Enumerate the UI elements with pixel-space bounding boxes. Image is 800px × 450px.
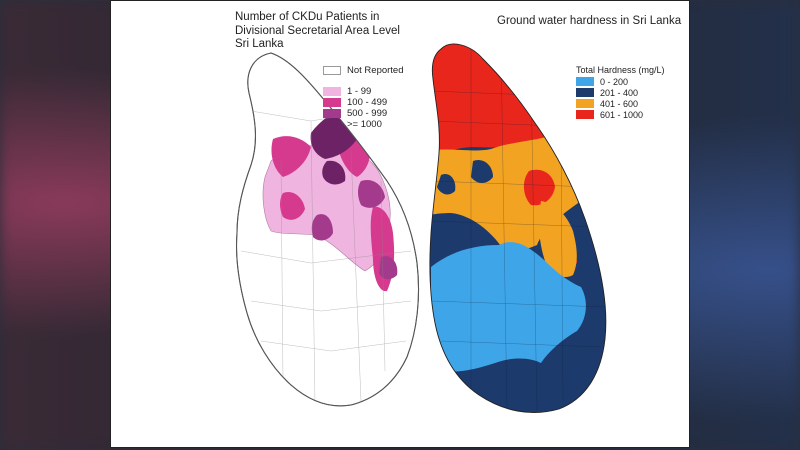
ckdu-title-line-1: Number of CKDu Patients in bbox=[235, 11, 380, 23]
ckdu-map bbox=[235, 52, 420, 407]
legend-swatch bbox=[576, 88, 594, 97]
legend-swatch bbox=[576, 99, 594, 108]
legend-item-not-reported: Not Reported bbox=[323, 65, 404, 76]
ckdu-region-500-999-b bbox=[358, 179, 385, 208]
legend-swatch bbox=[323, 87, 341, 96]
legend-label: 100 - 499 bbox=[347, 97, 388, 108]
legend-label: 500 - 999 bbox=[347, 108, 388, 119]
legend-swatch bbox=[323, 109, 341, 118]
legend-item-1000-plus: >= 1000 bbox=[323, 119, 404, 130]
hardness-region-201-400-pocket-b bbox=[437, 173, 456, 195]
legend-item-0-200: 0 - 200 bbox=[576, 76, 665, 87]
ckdu-map-title: Number of CKDu Patients in Divisional Se… bbox=[235, 11, 415, 52]
hardness-region-601-1000-central bbox=[523, 169, 555, 206]
hardness-region-0-200 bbox=[431, 242, 586, 372]
legend-item-1-99: 1 - 99 bbox=[323, 86, 404, 97]
legend-item-601-1000: 601 - 1000 bbox=[576, 109, 665, 120]
ckdu-region-100-499-a bbox=[271, 136, 311, 177]
ckdu-region-100-499-d bbox=[280, 191, 305, 220]
legend-item-201-400: 201 - 400 bbox=[576, 87, 665, 98]
ckdu-title-line-3: Sri Lanka bbox=[235, 38, 284, 50]
hardness-region-401-600-column bbox=[538, 201, 577, 278]
legend-swatch bbox=[576, 110, 594, 119]
ckdu-region-500-999-a bbox=[311, 214, 333, 241]
legend-item-500-999: 500 - 999 bbox=[323, 108, 404, 119]
figure-panel: Number of CKDu Patients in Divisional Se… bbox=[110, 0, 690, 448]
legend-swatch bbox=[323, 66, 341, 75]
legend-label: 0 - 200 bbox=[600, 76, 629, 87]
ckdu-region-1000-plus-b bbox=[322, 160, 346, 185]
hardness-region-201-400-pocket bbox=[471, 159, 493, 183]
hardness-region-601-1000-north bbox=[429, 44, 581, 151]
legend-label: 601 - 1000 bbox=[600, 109, 644, 120]
legend-label: 401 - 600 bbox=[600, 98, 639, 109]
hardness-legend-title: Total Hardness (mg/L) bbox=[576, 65, 665, 75]
hardness-legend: Total Hardness (mg/L) 0 - 200 201 - 400 … bbox=[576, 65, 665, 120]
legend-label: Not Reported bbox=[347, 65, 404, 76]
legend-label: 1 - 99 bbox=[347, 86, 372, 97]
ckdu-region-500-999-c bbox=[379, 256, 398, 280]
legend-label: 201 - 400 bbox=[600, 87, 639, 98]
maps-drawing bbox=[235, 43, 607, 414]
ckdu-legend: Not Reported 1 - 99 100 - 499 500 - 999 … bbox=[323, 65, 404, 130]
legend-swatch bbox=[323, 120, 341, 129]
legend-swatch bbox=[323, 98, 341, 107]
ckdu-title-line-2: Divisional Secretarial Area Level bbox=[235, 24, 400, 37]
legend-swatch bbox=[576, 77, 594, 86]
hardness-map-title: Ground water hardness in Sri Lanka bbox=[497, 15, 682, 27]
legend-label: >= 1000 bbox=[347, 119, 382, 130]
legend-item-401-600: 401 - 600 bbox=[576, 98, 665, 109]
legend-item-100-499: 100 - 499 bbox=[323, 97, 404, 108]
